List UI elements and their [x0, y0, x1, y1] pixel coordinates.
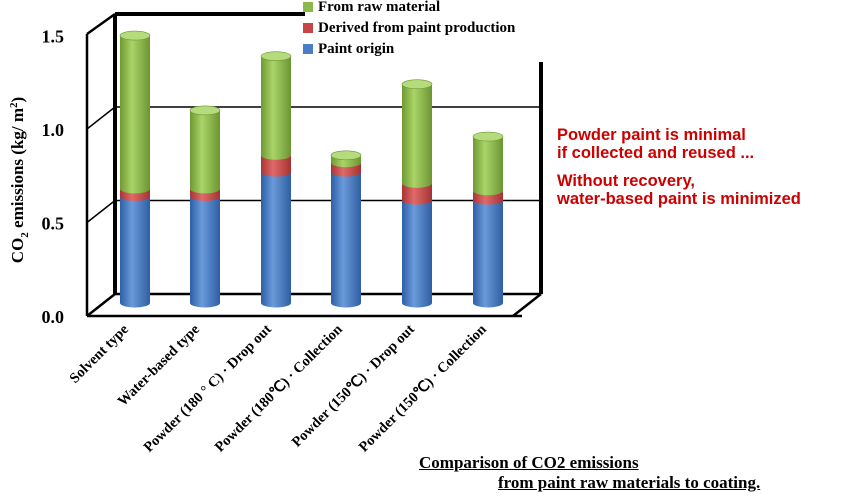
annotation-line-1: Powder paint is minimal — [557, 126, 746, 144]
bar-segment-raw-material — [261, 56, 291, 160]
y-axis-label-superscript: 2 — [8, 102, 20, 108]
legend: From raw material Derived from paint pro… — [303, 0, 516, 57]
bar-segment-paint-origin — [261, 172, 291, 308]
gridlines — [86, 106, 541, 224]
bar-segment-paint-origin — [331, 172, 361, 308]
bar-stack — [119, 30, 151, 308]
plot-frame — [85, 12, 543, 318]
bar-stack — [189, 105, 221, 308]
annotation-line-2: if collected and reused ... — [557, 144, 755, 162]
y-axis-label-middle: emissions (kg/ m — [8, 108, 27, 232]
x-category-label: Powder (180℃) · Collection — [212, 322, 346, 456]
y-axis-ticks: 0.0 0.5 1.0 1.5 — [42, 27, 65, 328]
bar-segment-paint-origin — [120, 196, 150, 308]
y-tick-label: 1.5 — [42, 27, 65, 47]
x-category-label: Powder (180 ° C) · Drop out — [141, 321, 275, 455]
x-category-label: Powder (150℃) · Collection — [356, 322, 490, 456]
legend-swatch-paint-production — [303, 23, 313, 33]
bar-top-cap — [260, 51, 292, 61]
floor-left-edge — [86, 293, 116, 317]
annotation-line-4: water-based paint is minimized — [557, 190, 801, 208]
bar-segment-paint-production — [402, 183, 432, 205]
bar-segment-raw-material — [190, 110, 220, 194]
y-tick-label: 0.5 — [42, 214, 65, 234]
legend-label-raw-material: From raw material — [318, 0, 440, 15]
bar-top-cap — [472, 131, 504, 142]
gridline-depth — [86, 199, 116, 224]
bar-segment-raw-material — [473, 136, 504, 196]
bar-stack — [401, 79, 433, 308]
bar-top-cap — [401, 79, 433, 90]
legend-label-paint-origin: Paint origin — [318, 41, 395, 57]
bar-top-cap — [330, 150, 362, 161]
annotation-line-3: Without recovery, — [557, 172, 695, 190]
bar-stack — [472, 131, 504, 308]
bar-segment-raw-material — [402, 84, 432, 188]
bar-top-cap — [189, 105, 221, 116]
caption-line-1: Comparison of CO2 emissions — [419, 453, 639, 472]
bar-top-cap — [119, 30, 151, 41]
y-axis-label: CO2 emissions (kg/ m2) — [8, 97, 31, 263]
legend-swatch-paint-origin — [303, 44, 313, 54]
y-axis-label-subscript: 2 — [19, 232, 31, 238]
y-axis-label-end: ) — [8, 97, 27, 103]
side-wall — [86, 12, 116, 36]
x-category-label: Powder (150℃) · Drop out — [289, 321, 418, 450]
x-category-label: Solvent type — [67, 321, 133, 387]
caption-line-2: from paint raw materials to coating. — [498, 473, 761, 492]
bar-segment-paint-origin — [402, 200, 432, 308]
bar-segment-paint-origin — [473, 200, 504, 308]
y-tick-label: 1.0 — [42, 120, 65, 140]
floor-right-edge — [512, 293, 542, 317]
bar-segment-paint-origin — [190, 196, 220, 308]
gridline-depth — [86, 106, 116, 130]
y-tick-label: 0.0 — [42, 307, 65, 327]
bar-stack — [330, 150, 362, 308]
y-axis-label-main: CO — [8, 238, 27, 264]
legend-swatch-raw-material — [303, 2, 313, 12]
bar-segment-raw-material — [120, 35, 150, 194]
bar-segment-paint-production — [261, 155, 291, 177]
bar-series — [119, 30, 504, 308]
bar-stack — [260, 51, 292, 308]
legend-label-paint-production: Derived from paint production — [318, 20, 516, 36]
